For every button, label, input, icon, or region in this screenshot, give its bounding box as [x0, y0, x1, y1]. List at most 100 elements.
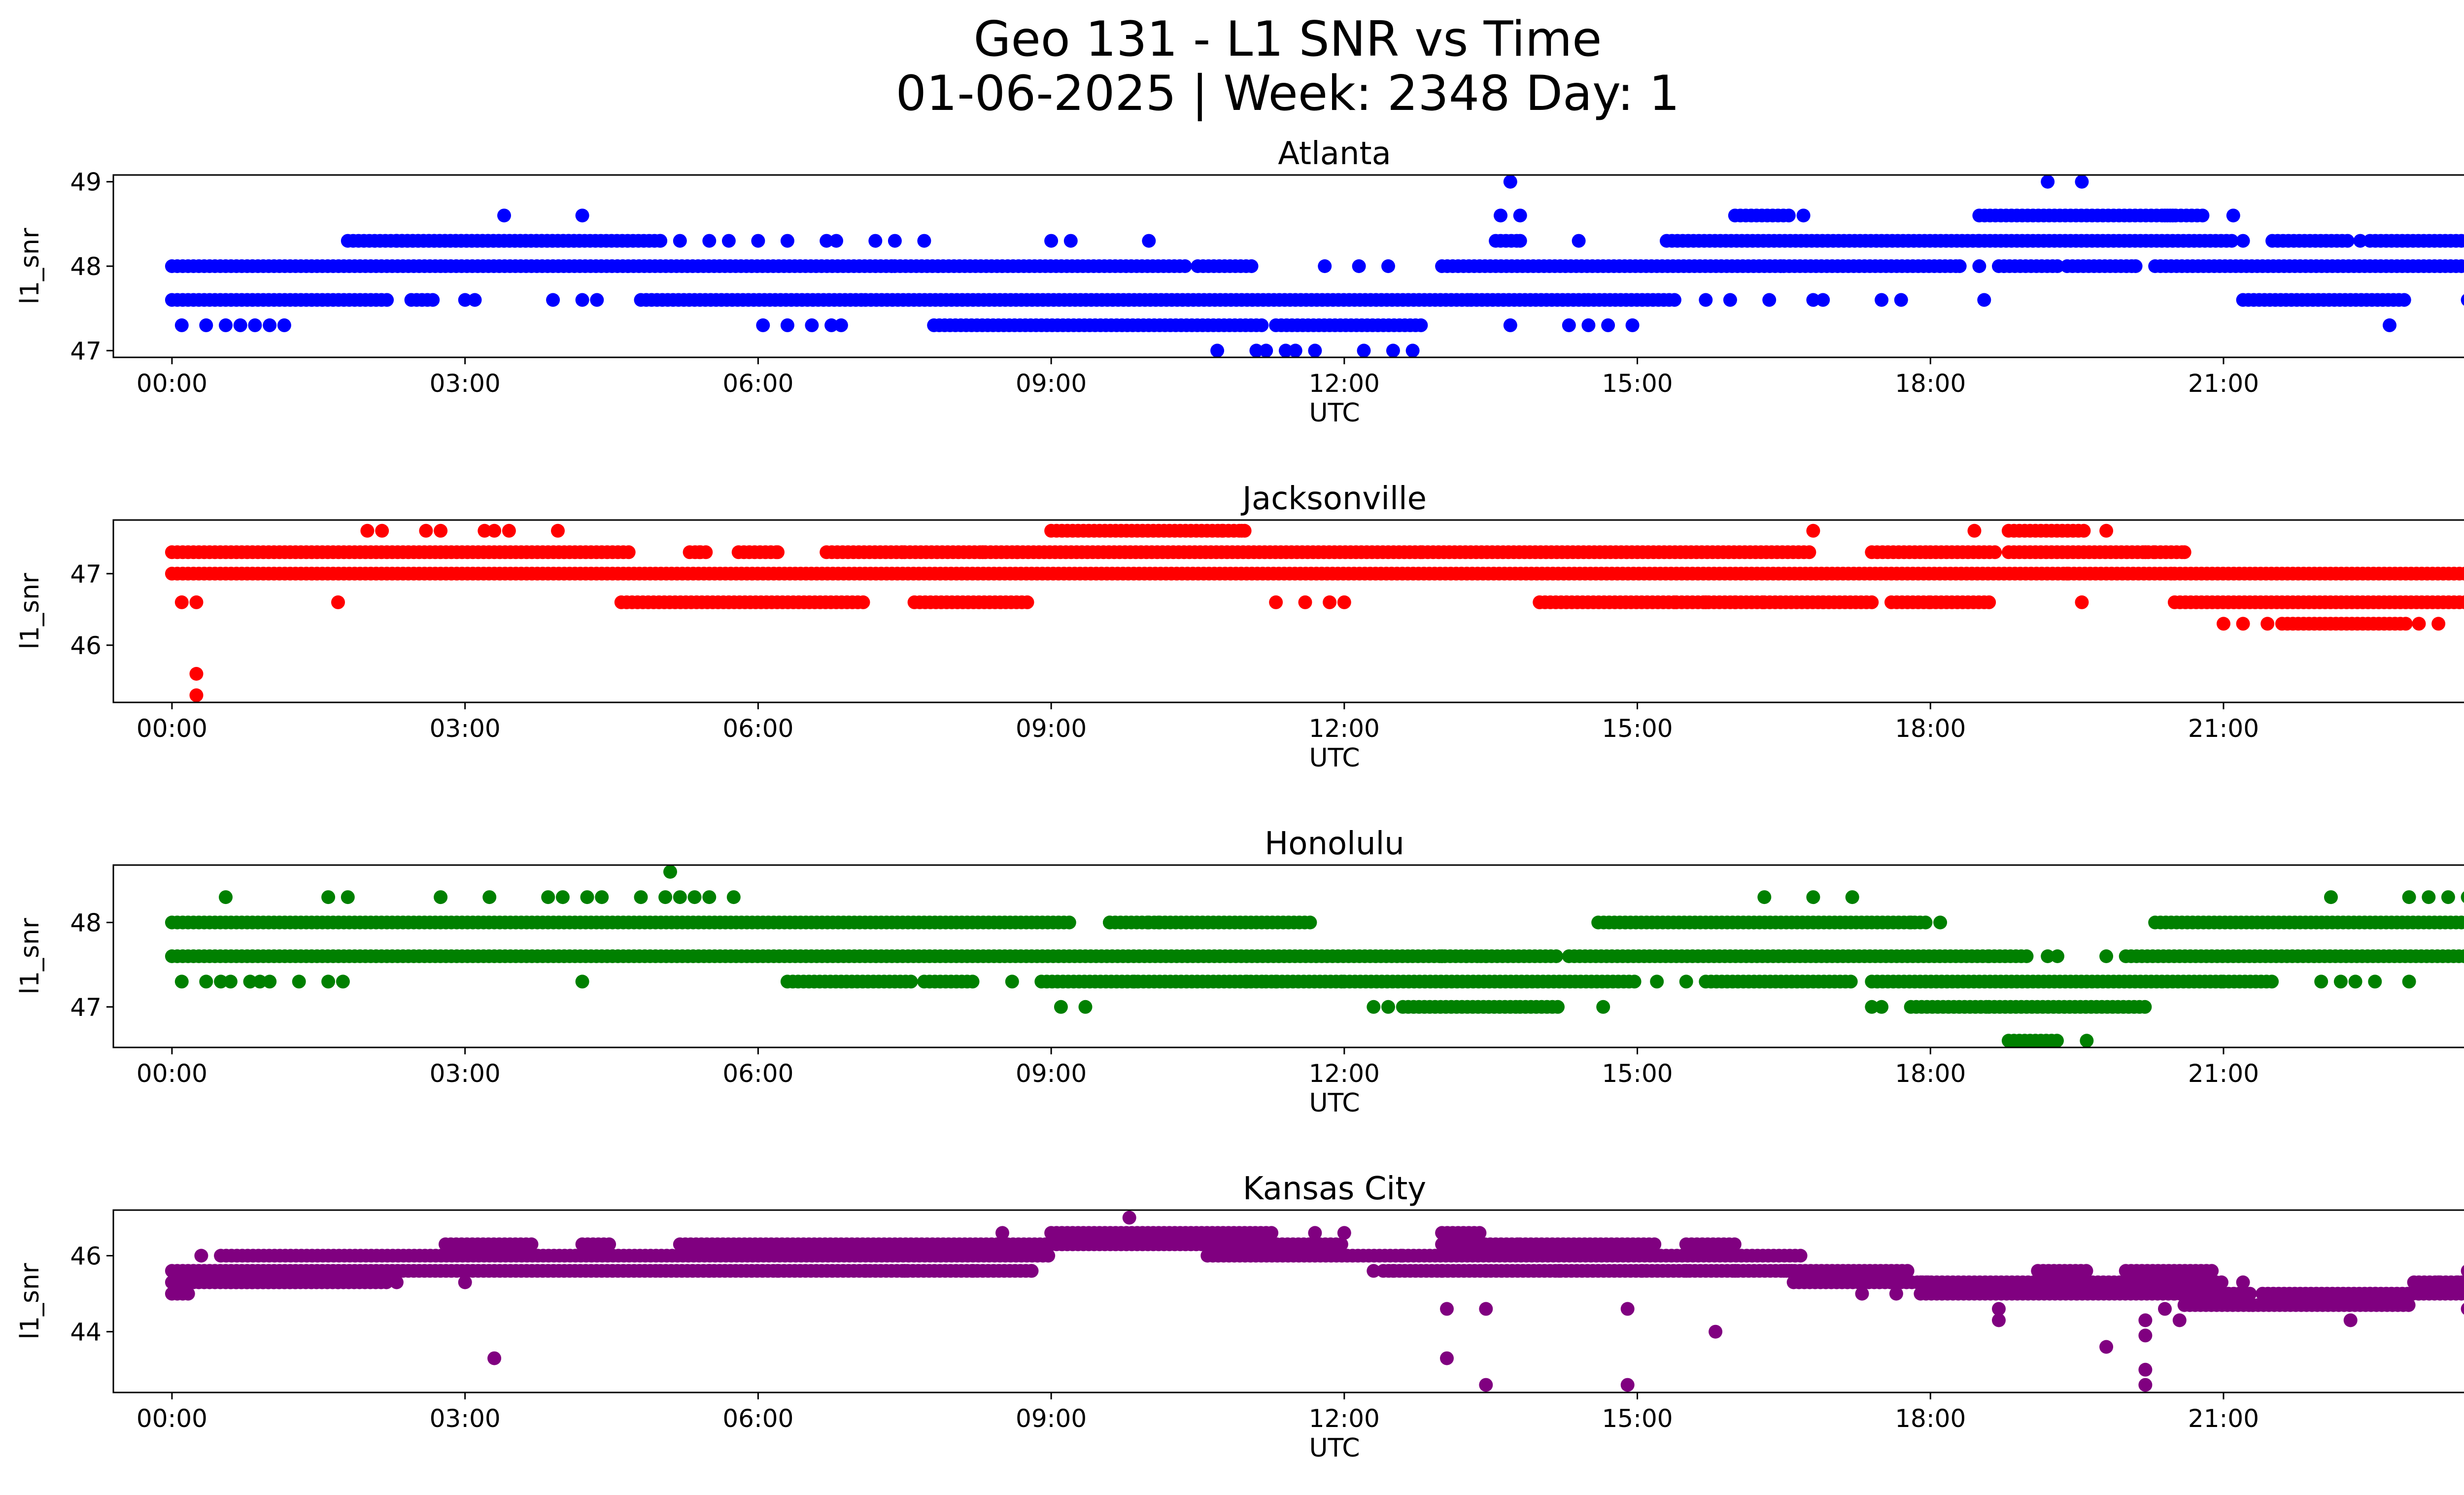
data-point [1533, 595, 1547, 609]
data-point [1025, 1264, 1039, 1278]
data-point [1303, 915, 1317, 930]
data-point [1952, 259, 1967, 273]
data-point [1816, 595, 1830, 609]
x-tick-label: 12:00 [1309, 1404, 1380, 1433]
data-point [1709, 1324, 1723, 1339]
x-tick-label: 03:00 [430, 369, 501, 398]
data-point [194, 1249, 208, 1263]
data-point [360, 523, 375, 538]
data-point [1142, 234, 1156, 248]
data-point [1278, 344, 1293, 357]
data-point [1865, 595, 1879, 609]
data-point [2314, 974, 2328, 989]
data-point [965, 974, 980, 989]
data-point [2099, 523, 2114, 538]
data-point [820, 234, 834, 248]
data-point [233, 318, 247, 332]
data-point [524, 1237, 539, 1252]
data-point [1288, 344, 1302, 357]
data-point [2397, 293, 2411, 307]
data-point [1572, 234, 1586, 248]
y-tick-label: 48 [70, 252, 102, 281]
data-point [487, 523, 502, 538]
data-point [2226, 209, 2240, 223]
data-point [2077, 523, 2091, 538]
data-point [2368, 1286, 2383, 1301]
figure-title-line-2: 01-06-2025 | Week: 2348 Day: 1 [895, 66, 1680, 122]
data-point [1503, 175, 1517, 189]
data-point [1549, 949, 1563, 963]
data-point [1992, 1313, 2006, 1327]
data-point [1723, 293, 1737, 307]
data-point [1337, 1226, 1351, 1240]
data-point [2461, 1265, 2464, 1277]
data-point [1992, 1302, 2006, 1316]
data-point [780, 234, 794, 248]
data-point [1889, 1286, 1903, 1301]
data-point [2407, 1275, 2421, 1289]
data-point [1249, 344, 1264, 357]
data-point [487, 1351, 502, 1365]
x-tick-label: 06:00 [722, 1059, 793, 1088]
data-point [976, 545, 990, 559]
data-point [2060, 566, 2074, 581]
data-point [1005, 974, 1019, 989]
x-tick-label: 03:00 [430, 714, 501, 743]
data-point [1386, 344, 1400, 357]
data-point [1308, 344, 1322, 357]
data-point [1727, 1237, 1742, 1252]
data-point [2441, 890, 2455, 904]
data-point [575, 293, 589, 307]
data-point [2412, 617, 2426, 631]
data-point [541, 890, 555, 904]
data-point [771, 1264, 785, 1278]
data-point [1762, 293, 1777, 307]
y-tick-label: 47 [70, 560, 102, 589]
data-point [189, 667, 204, 681]
data-point [1728, 595, 1742, 609]
data-point [2460, 916, 2464, 929]
x-tick-label: 15:00 [1602, 1059, 1673, 1088]
data-point [692, 545, 707, 559]
data-point [1667, 293, 1681, 307]
data-point [1479, 1264, 1493, 1278]
data-point [721, 234, 736, 248]
data-point [1793, 1249, 1808, 1263]
data-point [2348, 974, 2362, 989]
data-point [1381, 1000, 1395, 1014]
data-point [174, 974, 189, 989]
x-tick-label: 00:00 [137, 1059, 207, 1088]
data-point [1323, 595, 1337, 609]
data-point [243, 974, 257, 989]
data-point [1063, 234, 1078, 248]
data-point [1122, 1211, 1136, 1225]
data-point [1865, 1000, 1879, 1014]
data-point [673, 234, 687, 248]
data-point [2041, 175, 2055, 189]
data-point [1479, 949, 1493, 963]
data-point [1855, 1286, 1869, 1301]
data-point [2019, 949, 2034, 963]
x-tick-label: 09:00 [1016, 1059, 1087, 1088]
data-point [1357, 344, 1371, 357]
data-point [321, 974, 336, 989]
data-point [1479, 1302, 1493, 1316]
data-point [2051, 259, 2064, 273]
data-point [2079, 1264, 2093, 1278]
data-point [292, 974, 306, 989]
data-point [590, 293, 604, 307]
data-point [966, 1264, 980, 1278]
data-point [634, 890, 648, 904]
data-point [1367, 1264, 1381, 1278]
data-point [502, 523, 516, 538]
data-point [2383, 318, 2396, 332]
data-point [2080, 1034, 2094, 1047]
data-point [2353, 234, 2367, 248]
data-point [1977, 293, 1991, 307]
data-point [897, 1264, 912, 1278]
data-point [1679, 974, 1693, 989]
data-point [1405, 344, 1420, 357]
data-point [1904, 915, 1918, 930]
